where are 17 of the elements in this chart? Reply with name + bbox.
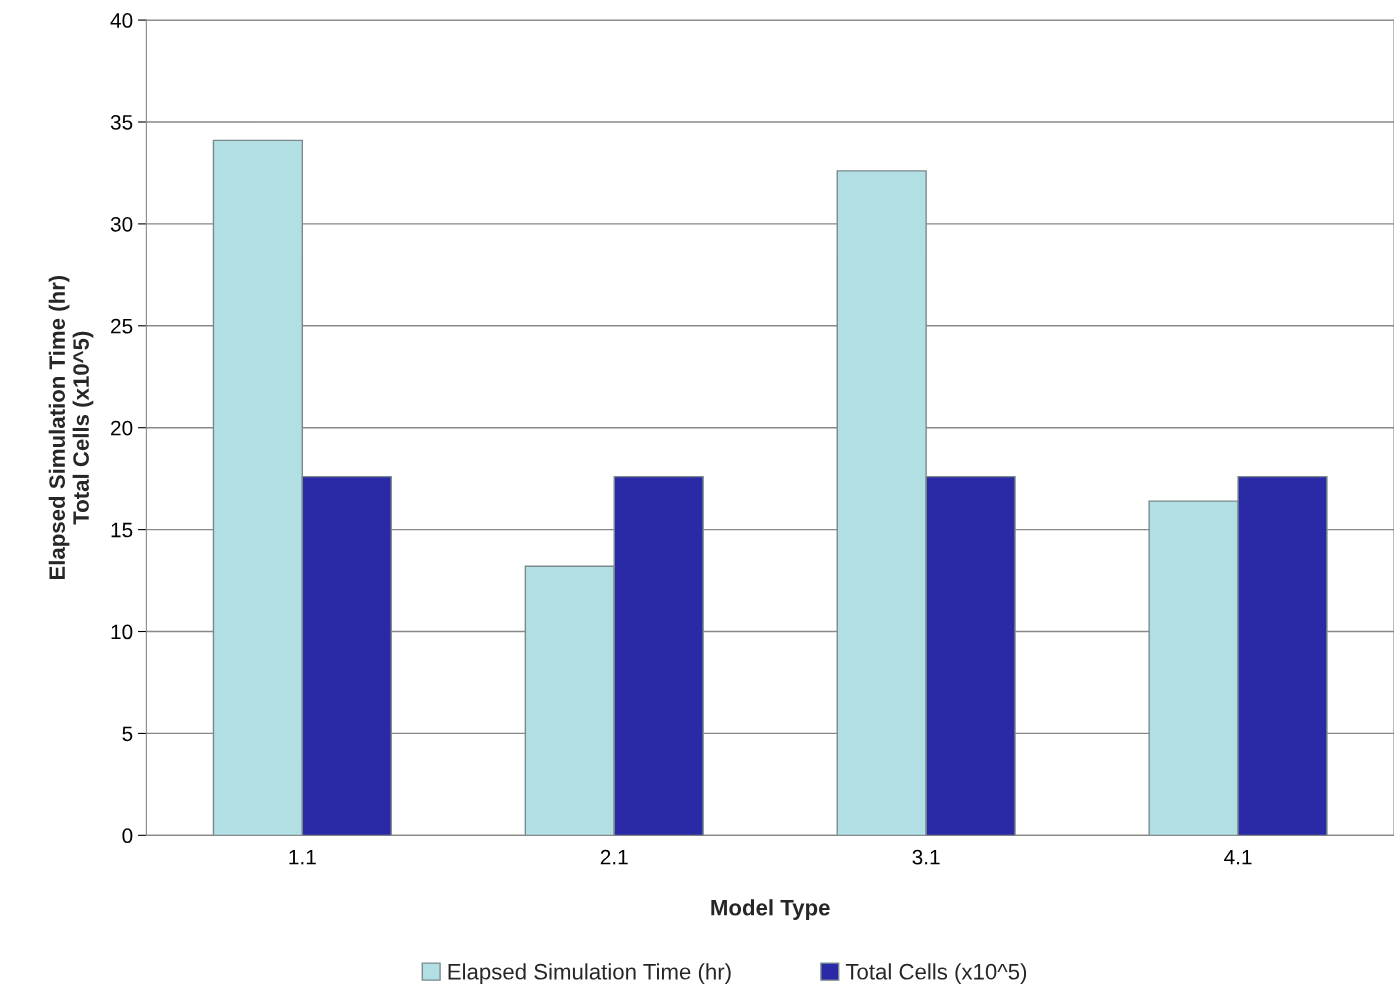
y-tick-label: 5 — [122, 726, 133, 742]
x-axis-title: Model Type — [711, 899, 830, 920]
x-tick-label: 4.1 — [1224, 849, 1252, 865]
y-tick-label: 35 — [110, 114, 133, 130]
y-tick-label: 10 — [111, 624, 133, 640]
x-tick-label: 3.1 — [912, 849, 940, 865]
y-tick-label: 20 — [111, 420, 133, 436]
legend-label: Total Cells (x10^5) — [845, 963, 1027, 984]
legend-label: Elapsed Simulation Time (hr) — [448, 963, 731, 984]
x-tick-label: 2.1 — [600, 849, 628, 865]
x-tick-label: 1.1 — [289, 849, 316, 865]
y-tick-label: 30 — [110, 216, 133, 232]
y-axis-title: Elapsed Simulation Time (hr) Total Cells (x10^5) — [48, 275, 94, 580]
y-tick-label: 0 — [122, 828, 133, 844]
y-tick-label: 15 — [111, 522, 133, 538]
y-tick-label: 40 — [110, 13, 133, 28]
y-tick-label: 25 — [111, 318, 133, 334]
